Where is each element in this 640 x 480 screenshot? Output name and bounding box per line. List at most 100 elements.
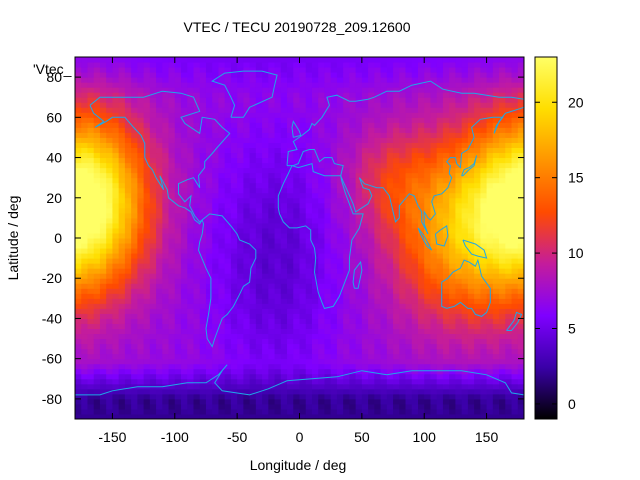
- heatmap-cell: [75, 142, 82, 148]
- heatmap-cell: [318, 348, 325, 355]
- heatmap-cell: [349, 152, 357, 159]
- heatmap-cell: [305, 248, 313, 254]
- heatmap-cell: [224, 137, 232, 143]
- heatmap-cell: [162, 393, 170, 400]
- heatmap-cell: [492, 72, 500, 78]
- heatmap-cell: [436, 72, 444, 78]
- heatmap-cell: [268, 408, 276, 415]
- heatmap-cell: [480, 413, 488, 420]
- heatmap-cell: [486, 248, 494, 254]
- heatmap-cell: [268, 338, 276, 345]
- heatmap-cell: [424, 343, 431, 350]
- heatmap-cell: [181, 338, 188, 345]
- heatmap-cell: [199, 303, 207, 309]
- heatmap-cell: [249, 413, 257, 420]
- heatmap-cell: [99, 393, 107, 400]
- heatmap-cell: [162, 207, 170, 214]
- heatmap-cell: [131, 212, 138, 219]
- heatmap-cell: [280, 87, 288, 93]
- heatmap-cell: [174, 283, 182, 289]
- heatmap-cell: [149, 232, 157, 239]
- heatmap-cell: [274, 388, 282, 395]
- heatmap-cell: [405, 177, 413, 184]
- heatmap-cell: [305, 107, 313, 113]
- heatmap-cell: [81, 137, 88, 143]
- heatmap-cell: [449, 308, 456, 314]
- heatmap-cell: [399, 383, 407, 390]
- heatmap-cell: [511, 243, 519, 249]
- heatmap-cell: [486, 217, 494, 224]
- heatmap-cell: [424, 358, 431, 365]
- heatmap-cell: [187, 232, 194, 239]
- heatmap-cell: [399, 232, 407, 239]
- heatmap-cell: [287, 313, 294, 319]
- heatmap-cell: [361, 328, 369, 335]
- heatmap-cell: [168, 288, 176, 294]
- heatmap-cell: [243, 167, 251, 174]
- heatmap-cell: [243, 232, 251, 239]
- heatmap-cell: [193, 132, 201, 138]
- heatmap-cell: [318, 383, 325, 390]
- heatmap-cell: [505, 338, 513, 345]
- heatmap-cell: [424, 413, 431, 420]
- heatmap-cell: [517, 298, 525, 304]
- heatmap-cell: [349, 363, 357, 370]
- heatmap-cell: [467, 303, 475, 309]
- heatmap-cell: [343, 273, 350, 279]
- heatmap-cell: [75, 323, 82, 329]
- heatmap-cell: [230, 177, 238, 184]
- heatmap-cell: [87, 192, 95, 199]
- heatmap-cell: [274, 268, 282, 274]
- heatmap-cell: [449, 383, 456, 390]
- heatmap-cell: [517, 288, 525, 294]
- heatmap-cell: [230, 328, 238, 335]
- heatmap-cell: [305, 72, 313, 78]
- heatmap-cell: [467, 248, 475, 254]
- heatmap-cell: [511, 137, 519, 143]
- heatmap-cell: [343, 393, 350, 400]
- heatmap-cell: [137, 67, 145, 73]
- heatmap-cell: [442, 207, 450, 214]
- heatmap-cell: [99, 102, 107, 108]
- heatmap-cell: [118, 127, 126, 133]
- heatmap-cell: [174, 263, 182, 269]
- heatmap-cell: [193, 378, 201, 385]
- heatmap-cell: [237, 192, 244, 199]
- heatmap-cell: [255, 207, 263, 214]
- heatmap-cell: [467, 102, 475, 108]
- heatmap-cell: [467, 202, 475, 209]
- heatmap-cell: [330, 92, 338, 98]
- heatmap-cell: [399, 398, 407, 405]
- heatmap-cell: [131, 192, 138, 199]
- heatmap-cell: [430, 333, 438, 340]
- heatmap-cell: [81, 308, 88, 314]
- heatmap-cell: [137, 398, 145, 405]
- heatmap-cell: [380, 373, 388, 380]
- heatmap-cell: [149, 162, 157, 169]
- heatmap-cell: [330, 182, 338, 189]
- heatmap-cell: [424, 268, 431, 274]
- heatmap-cell: [131, 147, 138, 154]
- heatmap-cell: [436, 368, 444, 375]
- heatmap-cell: [299, 207, 307, 214]
- heatmap-cell: [486, 122, 494, 128]
- heatmap-cell: [455, 238, 463, 244]
- heatmap-cell: [212, 212, 219, 219]
- heatmap-cell: [162, 288, 170, 294]
- heatmap-cell: [467, 323, 475, 329]
- heatmap-cell: [461, 132, 469, 138]
- heatmap-cell: [336, 333, 344, 340]
- heatmap-cell: [106, 368, 113, 375]
- heatmap-cell: [299, 222, 307, 229]
- heatmap-cell: [293, 202, 300, 209]
- heatmap-cell: [274, 238, 282, 244]
- heatmap-cell: [112, 132, 120, 138]
- heatmap-cell: [311, 358, 319, 365]
- heatmap-cell: [305, 363, 313, 370]
- heatmap-cell: [280, 152, 288, 159]
- heatmap-cell: [467, 152, 475, 159]
- heatmap-cell: [143, 72, 151, 78]
- heatmap-cell: [131, 197, 138, 204]
- heatmap-cell: [243, 363, 251, 370]
- heatmap-cell: [218, 373, 226, 380]
